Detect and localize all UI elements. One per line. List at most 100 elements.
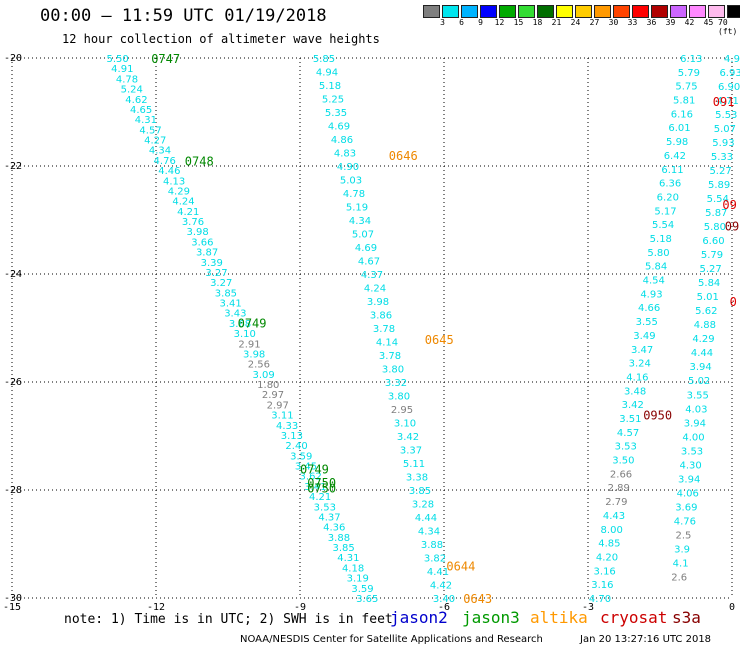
wave-height-point: 4.14	[376, 338, 398, 349]
wave-height-point: 6.36	[659, 179, 681, 190]
wave-height-point: 8.00	[601, 525, 623, 536]
wave-height-point: 4.24	[172, 197, 194, 208]
wave-height-point: 2.97	[262, 390, 284, 401]
color-scale-labels: 3 6 9 12 15 18 21 24 27 30 33 36 39 42 45 70 (ft)	[433, 18, 740, 36]
wave-height-point: 3.85	[215, 288, 237, 299]
wave-height-point: 5.84	[698, 278, 720, 289]
wave-height-point: 4.46	[158, 166, 180, 177]
pass-label: 0645	[425, 333, 454, 347]
x-tick-label: 0	[729, 602, 735, 613]
wave-height-point: 3.76	[182, 217, 204, 228]
wave-height-point: 4.03	[685, 404, 707, 415]
wave-height-point: 4.31	[337, 553, 359, 564]
wave-height-point: 5.17	[654, 206, 676, 217]
wave-height-point: 6.13	[680, 54, 702, 65]
scale-swatch	[518, 5, 535, 18]
wave-height-point: 5.54	[652, 220, 674, 231]
pass-label: 0748	[185, 155, 214, 169]
wave-height-point: 3.39	[201, 258, 223, 269]
wave-height-point: 2.89	[608, 483, 630, 494]
scale-swatch	[613, 5, 630, 18]
pass-label: 09	[725, 219, 739, 233]
scale-label: 45	[703, 18, 714, 27]
wave-height-point: 4.69	[328, 122, 350, 133]
legend-jason2: jason2	[390, 608, 448, 627]
wave-height-point: 3.98	[367, 297, 389, 308]
scale-label: 42	[684, 18, 695, 27]
x-tick-label: -3	[582, 602, 594, 613]
wave-height-point: 1.80	[257, 380, 279, 391]
wave-height-point: 6.90	[718, 82, 740, 93]
wave-height-point: 5.80	[647, 248, 669, 259]
scale-label: 36	[646, 18, 657, 27]
wave-height-point: 4.20	[596, 552, 618, 563]
wave-height-point: 4.94	[316, 68, 338, 79]
wave-height-point: 3.59	[351, 584, 373, 595]
wave-height-point: 3.87	[196, 248, 218, 259]
wave-height-point: 3.98	[187, 227, 209, 238]
wave-height-point: 3.37	[400, 446, 422, 457]
scale-swatch	[594, 5, 611, 18]
wave-height-point: 3.55	[687, 390, 709, 401]
wave-height-point: 3.88	[421, 540, 443, 551]
wave-height-point: 3.16	[591, 580, 613, 591]
wave-height-point: 5.18	[650, 234, 672, 245]
scale-swatch	[423, 5, 440, 18]
wave-height-point: 5.53	[715, 110, 737, 121]
y-tick-label: -30	[4, 593, 22, 604]
scale-label: 12	[494, 18, 505, 27]
scale-swatch	[670, 5, 687, 18]
wave-height-point: 2.40	[285, 441, 307, 452]
wave-height-point: 4.78	[116, 74, 138, 85]
scale-label: 21	[551, 18, 562, 27]
scale-label: 24	[570, 18, 581, 27]
wave-height-point: 4.29	[692, 334, 714, 345]
scale-label: 30	[608, 18, 619, 27]
wave-height-point: 4.34	[418, 527, 440, 538]
wave-height-point: 4.90	[337, 162, 359, 173]
wave-height-point: 4.54	[643, 276, 665, 287]
wave-height-point: 4.70	[589, 594, 611, 605]
wave-height-point: 4.27	[144, 136, 166, 147]
wave-height-point: 5.85	[313, 54, 335, 65]
wave-height-point: 6.11	[661, 165, 683, 176]
y-tick-label: -20	[4, 53, 22, 64]
wave-height-point: 5.33	[711, 152, 733, 163]
chart-title: 00:00 – 11:59 UTC 01/19/2018	[40, 6, 327, 26]
color-swatches	[423, 5, 740, 18]
wave-height-point: 5.07	[352, 230, 374, 241]
wave-height-point: 4.43	[603, 511, 625, 522]
scale-label: 27	[589, 18, 600, 27]
wave-height-point: 3.09	[252, 370, 274, 381]
wave-height-point: 4.88	[694, 320, 716, 331]
scale-swatch	[556, 5, 573, 18]
wave-height-point: 3.66	[191, 237, 213, 248]
scale-label: 39	[665, 18, 676, 27]
wave-height-point: 5.50	[106, 54, 128, 65]
y-tick-label: -22	[4, 161, 22, 172]
wave-height-point: 3.85	[333, 543, 355, 554]
wave-height-point: 4.37	[318, 512, 340, 523]
wave-height-point: 6.93	[719, 68, 740, 79]
wave-height-point: 4.85	[598, 539, 620, 550]
wave-height-point: 5.19	[346, 203, 368, 214]
wave-height-point: 4.36	[323, 523, 345, 534]
scale-swatch	[537, 5, 554, 18]
wave-height-point: 4.91	[111, 64, 133, 75]
wave-height-point: 4.57	[139, 125, 161, 136]
pass-label: 0750	[307, 481, 336, 495]
wave-height-point: 4.1	[673, 558, 689, 569]
pass-label: 0	[730, 295, 737, 309]
wave-height-point: 4.21	[177, 207, 199, 218]
wave-height-point: 3.53	[681, 446, 703, 457]
wave-height-point: 5.79	[701, 250, 723, 261]
wave-height-point: 3.59	[290, 451, 312, 462]
wave-height-point: 5.62	[695, 306, 717, 317]
wave-height-point: 6.20	[657, 192, 679, 203]
wave-height-point: 3.24	[629, 359, 651, 370]
wave-height-point: 4.34	[349, 216, 371, 227]
wave-height-point: 5.89	[708, 180, 730, 191]
scale-swatch	[651, 5, 668, 18]
wave-height-point: 3.40	[433, 594, 455, 605]
wave-height-point: 4.9	[724, 54, 740, 65]
